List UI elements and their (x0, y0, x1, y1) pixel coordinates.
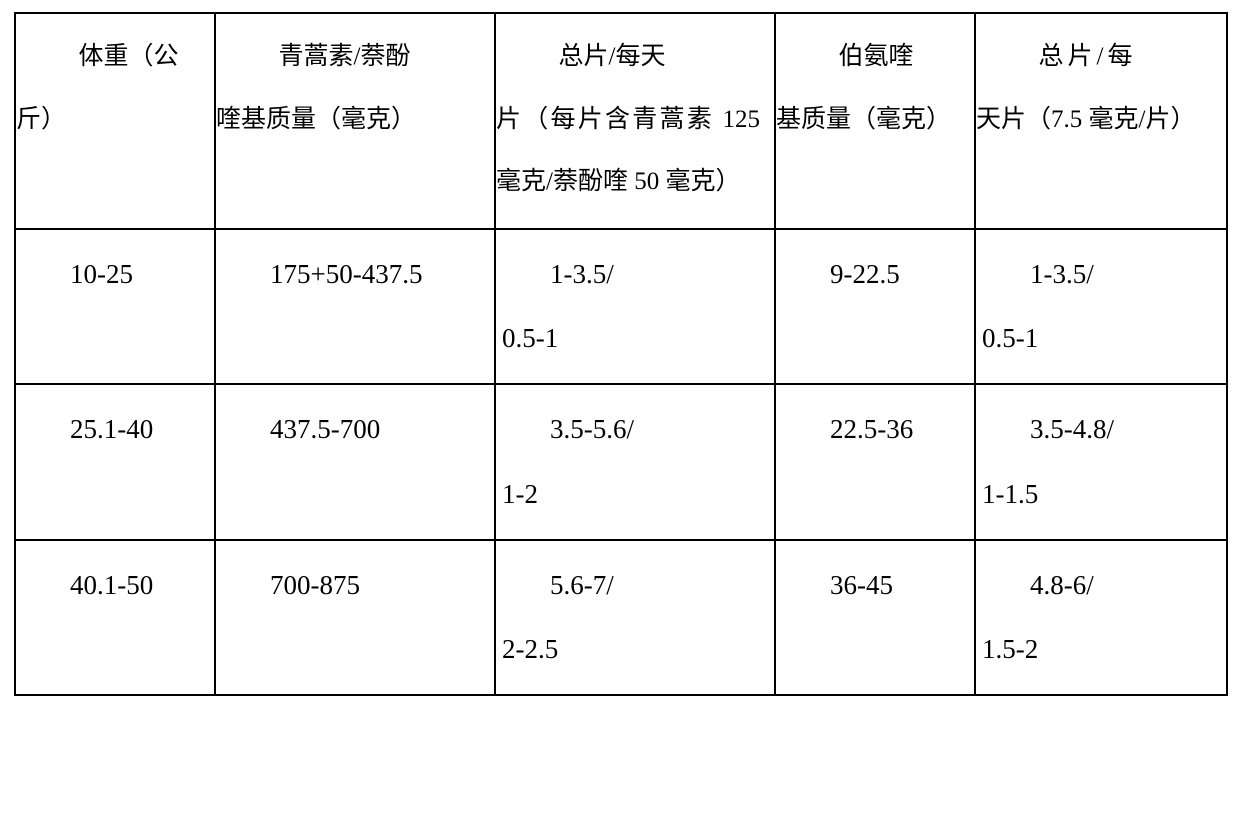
cell-artemisinin-mg: 437.5-700 (215, 384, 495, 540)
cell-value: 175+50-437.5 (216, 242, 488, 307)
cell-value: 10-25 (16, 242, 208, 307)
cell-artemisinin-mg: 175+50-437.5 (215, 229, 495, 385)
cell-value-sub: 0.5-1 (496, 306, 768, 371)
table-header-row: 体重（公 斤） 青蒿素/萘酚 喹基质量（毫克） 总片/每天 片（每片含青蒿素 1… (15, 13, 1227, 229)
header-text: 天片（7.5 毫克/片） (976, 89, 1212, 152)
cell-weight: 10-25 (15, 229, 215, 385)
cell-weight: 25.1-40 (15, 384, 215, 540)
header-text: 喹基质量（毫克） (216, 89, 480, 152)
cell-artemisinin-tabs: 1-3.5/ 0.5-1 (495, 229, 775, 385)
cell-primaquine-mg: 9-22.5 (775, 229, 975, 385)
cell-artemisinin-mg: 700-875 (215, 540, 495, 696)
cell-value-sub: 0.5-1 (976, 306, 1220, 371)
dosage-table: 体重（公 斤） 青蒿素/萘酚 喹基质量（毫克） 总片/每天 片（每片含青蒿素 1… (14, 12, 1228, 696)
header-text: 总片/每天 (496, 26, 760, 89)
cell-value: 9-22.5 (776, 242, 968, 307)
cell-value: 1-3.5/ (496, 242, 768, 307)
cell-primaquine-mg: 36-45 (775, 540, 975, 696)
header-text: 体重（公 (16, 26, 200, 89)
cell-weight: 40.1-50 (15, 540, 215, 696)
header-text: 伯氨喹 (776, 26, 960, 89)
cell-value-sub: 1-1.5 (976, 462, 1220, 527)
cell-value: 700-875 (216, 553, 488, 618)
cell-primaquine-tabs: 1-3.5/ 0.5-1 (975, 229, 1227, 385)
cell-value: 22.5-36 (776, 397, 968, 462)
cell-artemisinin-tabs: 3.5-5.6/ 1-2 (495, 384, 775, 540)
cell-value: 40.1-50 (16, 553, 208, 618)
cell-primaquine-mg: 22.5-36 (775, 384, 975, 540)
cell-primaquine-tabs: 3.5-4.8/ 1-1.5 (975, 384, 1227, 540)
cell-value: 1-3.5/ (976, 242, 1220, 307)
header-text: 基质量（毫克） (776, 89, 960, 152)
cell-value: 25.1-40 (16, 397, 208, 462)
col-header-primaquine-mg: 伯氨喹 基质量（毫克） (775, 13, 975, 229)
table-row: 25.1-40 437.5-700 3.5-5.6/ 1-2 22.5-36 3… (15, 384, 1227, 540)
cell-value-sub: 2-2.5 (496, 617, 768, 682)
header-text: 斤） (16, 89, 200, 152)
header-text: 总片/每 (976, 26, 1212, 89)
cell-value: 437.5-700 (216, 397, 488, 462)
cell-value: 4.8-6/ (976, 553, 1220, 618)
col-header-weight: 体重（公 斤） (15, 13, 215, 229)
cell-value-sub: 1.5-2 (976, 617, 1220, 682)
header-text: 片（每片含青蒿素 125 毫克/萘酚喹 50 毫克） (496, 89, 760, 214)
table-row: 10-25 175+50-437.5 1-3.5/ 0.5-1 9-22.5 1… (15, 229, 1227, 385)
cell-value: 3.5-5.6/ (496, 397, 768, 462)
col-header-primaquine-tabs: 总片/每 天片（7.5 毫克/片） (975, 13, 1227, 229)
col-header-artemisinin-mg: 青蒿素/萘酚 喹基质量（毫克） (215, 13, 495, 229)
cell-artemisinin-tabs: 5.6-7/ 2-2.5 (495, 540, 775, 696)
cell-value: 36-45 (776, 553, 968, 618)
cell-value-sub: 1-2 (496, 462, 768, 527)
header-text: 青蒿素/萘酚 (216, 26, 480, 89)
cell-value: 5.6-7/ (496, 553, 768, 618)
cell-value: 3.5-4.8/ (976, 397, 1220, 462)
table-row: 40.1-50 700-875 5.6-7/ 2-2.5 36-45 4.8-6… (15, 540, 1227, 696)
cell-primaquine-tabs: 4.8-6/ 1.5-2 (975, 540, 1227, 696)
col-header-artemisinin-tabs: 总片/每天 片（每片含青蒿素 125 毫克/萘酚喹 50 毫克） (495, 13, 775, 229)
